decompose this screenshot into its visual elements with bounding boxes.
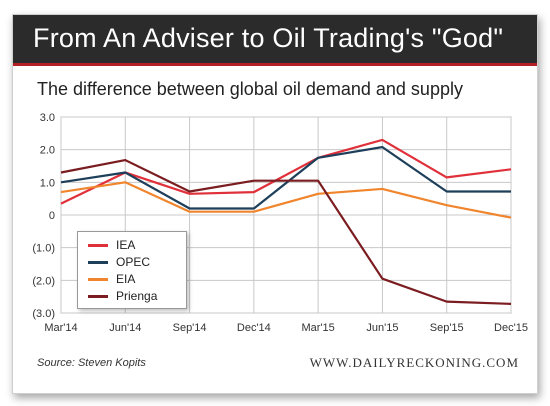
legend-item: OPEC <box>88 253 150 271</box>
x-tick-label: Jun'15 <box>366 322 398 334</box>
y-tick-label: 0 <box>49 210 55 222</box>
x-tick-label: Mar'14 <box>44 322 77 334</box>
legend-swatch <box>88 243 108 247</box>
legend-item: IEA <box>88 236 135 254</box>
series-line-eia <box>60 181 512 219</box>
y-tick-label: (2.0) <box>32 275 55 287</box>
legend-item: Prienga <box>88 287 157 305</box>
y-tick-label: 1.0 <box>40 177 55 189</box>
legend-swatch <box>88 260 108 264</box>
chart-subtitle: The difference between global oil demand… <box>37 79 463 99</box>
legend-item: EIA <box>88 270 135 288</box>
line-chart: 3.0 2.0 1.0 0 (1.0) (2.0) (3.0) Mar'14 Jun'14 Sep… <box>32 112 528 334</box>
legend-swatch <box>88 277 108 281</box>
legend-label: EIA <box>116 272 136 286</box>
y-tick-label: (3.0) <box>32 308 55 320</box>
series-line-iea <box>60 138 512 205</box>
series-line-prienga <box>60 159 512 305</box>
legend-label: OPEC <box>116 255 151 269</box>
title-bar: From An Adviser to Oil Trading's "God" <box>13 15 537 66</box>
y-tick-label: 2.0 <box>40 145 55 157</box>
legend-swatch <box>88 294 108 298</box>
chart-legend: IEA OPEC EIA Prienga <box>77 231 187 309</box>
brand-watermark: WWW.DAILYRECKONING.COM <box>309 355 519 370</box>
x-tick-label: Dec'14 <box>237 322 271 334</box>
x-tick-label: Mar'15 <box>302 322 335 334</box>
y-tick-label: 3.0 <box>40 112 55 124</box>
page-title: From An Adviser to Oil Trading's "God" <box>33 23 504 53</box>
chart-card: From An Adviser to Oil Trading's "God" T… <box>12 14 538 394</box>
x-tick-label: Sep'15 <box>430 322 464 334</box>
series-line-opec <box>60 146 511 210</box>
x-tick-label: Dec'15 <box>494 322 528 334</box>
x-tick-label: Jun'14 <box>109 322 141 334</box>
legend-label: Prienga <box>116 289 158 303</box>
x-tick-label: Sep'14 <box>173 322 207 334</box>
legend-label: IEA <box>116 238 136 252</box>
y-tick-label: (1.0) <box>32 243 55 255</box>
source-note: Source: Steven Kopits <box>37 357 146 369</box>
